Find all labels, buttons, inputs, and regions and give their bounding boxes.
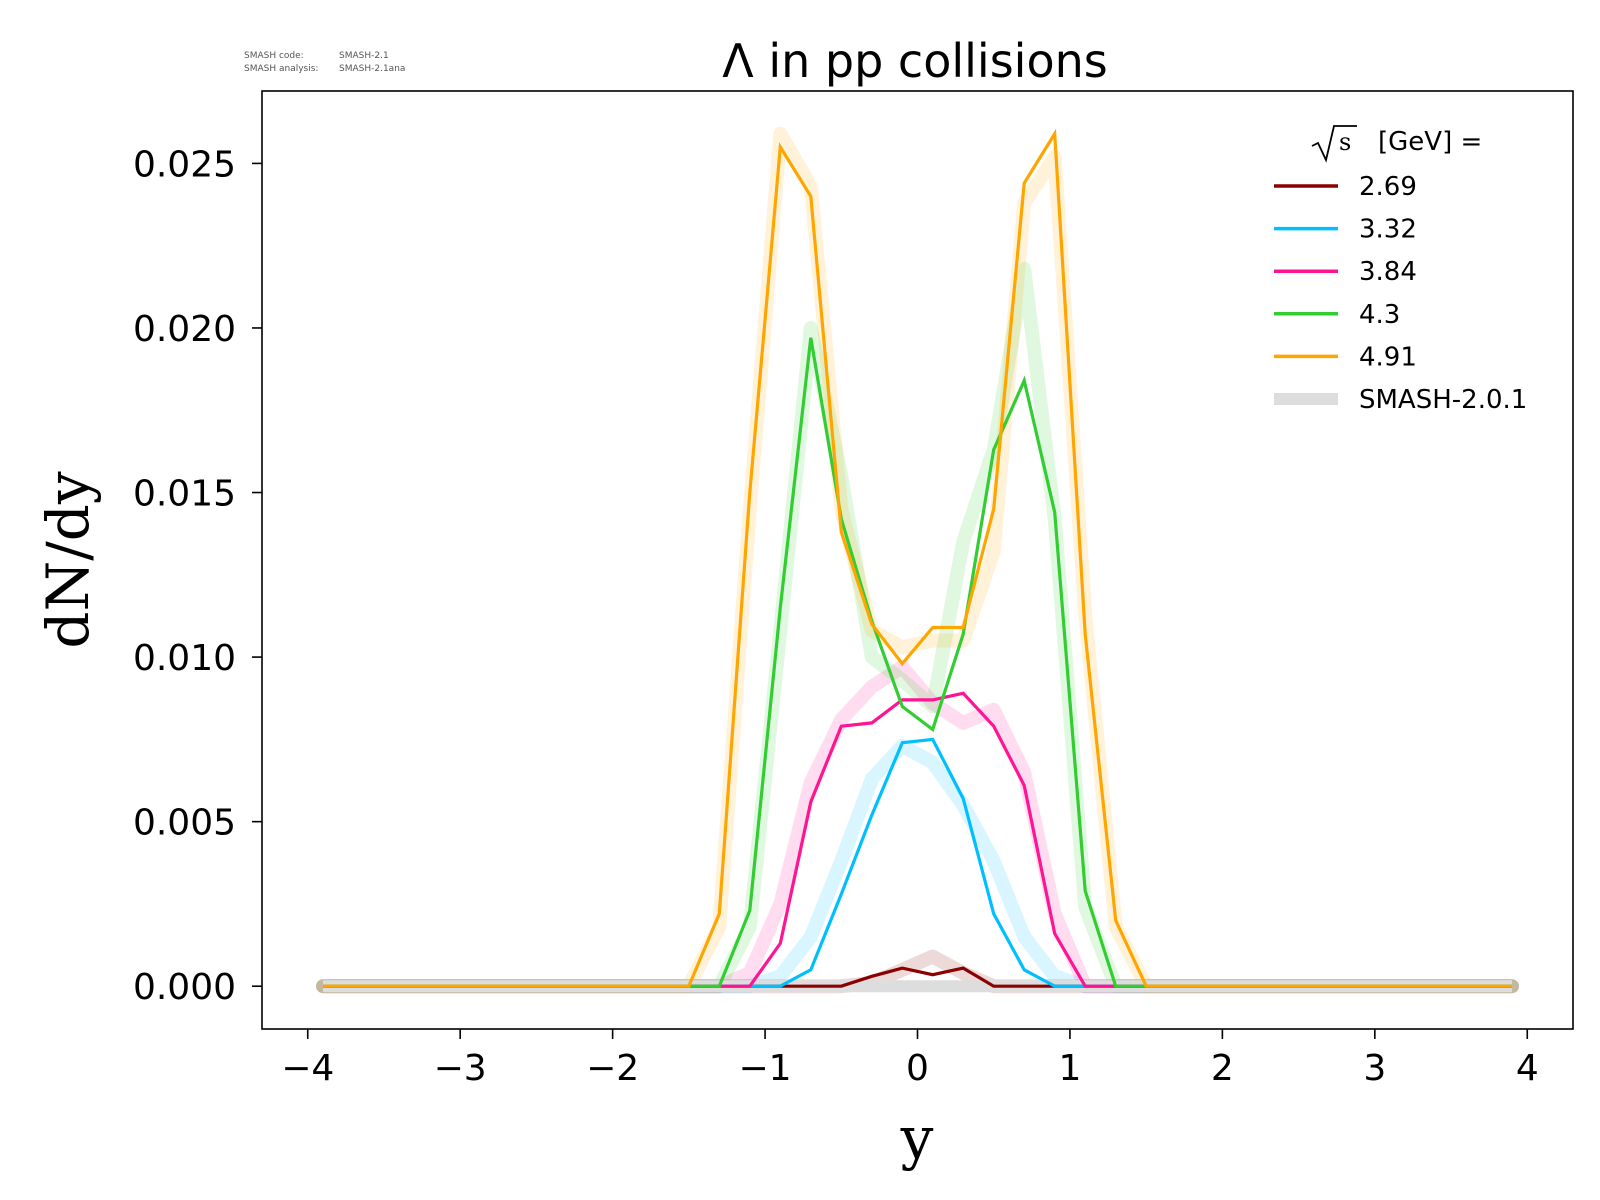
y-axis-ticks: 0.000 0.005 0.010 0.015 0.020 0.025 [133, 144, 262, 1008]
legend-title: s [GeV] = [1311, 125, 1482, 163]
legend: s [GeV] = 2.69 3.32 3.84 4.3 4.91 SMASH-2.0.1 [1274, 125, 1527, 415]
legend-label-5: SMASH-2.0.1 [1359, 385, 1527, 415]
x-tick-label: 3 [1363, 1048, 1386, 1089]
legend-entries: 2.69 3.32 3.84 4.3 4.91 SMASH-2.0.1 [1274, 172, 1527, 415]
series-line-3 [323, 337, 1512, 988]
series-line-4 [323, 128, 1512, 988]
reference-line-4 [316, 126, 1519, 994]
y-tick-label: 0.025 [133, 144, 236, 185]
x-tick-label: −2 [586, 1048, 639, 1089]
x-tick-label: −4 [281, 1048, 334, 1089]
legend-label-3: 4.3 [1359, 300, 1400, 330]
reference-lines [316, 126, 1519, 994]
reference-line-1 [316, 739, 1519, 994]
series-lines [323, 128, 1512, 988]
y-tick-label: 0.020 [133, 309, 236, 350]
smash-code-label: SMASH code: [244, 51, 304, 61]
y-tick-label: 0.000 [133, 967, 236, 1008]
reference-line-3 [316, 261, 1519, 994]
sqrt-icon [1311, 125, 1357, 163]
smash-code-value: SMASH-2.1 [339, 51, 389, 61]
y-tick-label: 0.015 [133, 474, 236, 515]
x-tick-label: −3 [434, 1048, 487, 1089]
legend-label-2: 3.84 [1359, 257, 1417, 287]
x-axis-ticks: −4 −3 −2 −1 0 1 2 3 4 [281, 1029, 1539, 1089]
smash-analysis-label: SMASH analysis: [244, 64, 318, 74]
x-tick-label: 1 [1058, 1048, 1081, 1089]
legend-label-0: 2.69 [1359, 172, 1417, 202]
y-tick-label: 0.005 [133, 803, 236, 844]
x-tick-label: 4 [1516, 1048, 1539, 1089]
x-tick-label: 2 [1211, 1048, 1234, 1089]
x-tick-label: −1 [739, 1048, 792, 1089]
legend-label-1: 3.32 [1359, 215, 1417, 245]
y-tick-label: 0.010 [133, 638, 236, 679]
x-tick-label: 0 [906, 1048, 929, 1089]
reference-line-2 [316, 660, 1519, 994]
legend-label-4: 4.91 [1359, 342, 1417, 372]
x-axis-label: y [900, 1104, 934, 1172]
series-line-2 [323, 691, 1512, 988]
legend-title-s: s [1339, 128, 1351, 156]
y-axis-label: dN/dy [34, 471, 102, 649]
smash-analysis-value: SMASH-2.1ana [339, 64, 405, 74]
series-line-1 [323, 737, 1512, 988]
legend-title-text: [GeV] = [1378, 127, 1482, 157]
chart-title: Λ in pp collisions [722, 34, 1107, 88]
